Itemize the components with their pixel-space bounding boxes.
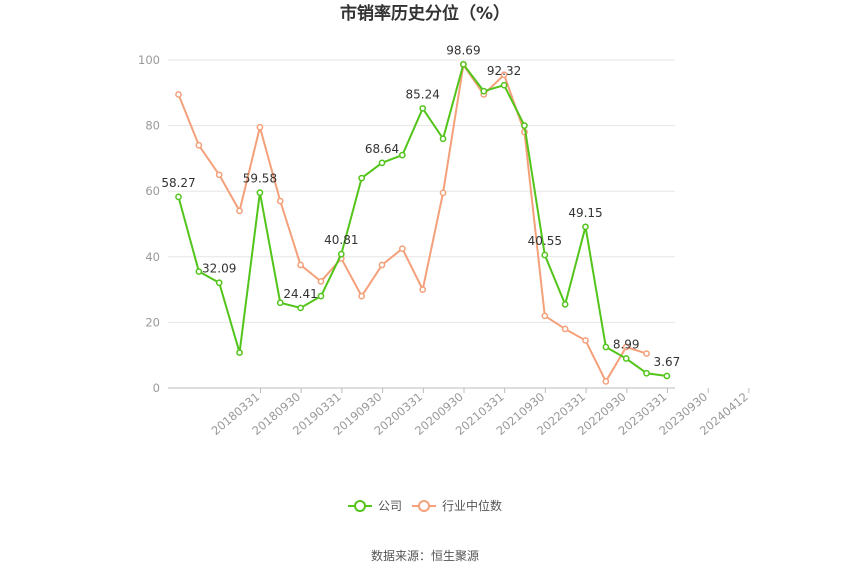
data-point-industry-median [276, 197, 284, 205]
data-point-company [460, 60, 467, 68]
data-point-industry-median [622, 343, 630, 351]
y-tick-label: 60 [145, 184, 160, 198]
data-label-company: 32.09 [202, 262, 236, 276]
data-point-company [256, 189, 264, 196]
data-point-company [582, 223, 589, 231]
chart-title: 市销率历史分位（%） [340, 3, 510, 24]
data-point-industry-median [582, 337, 589, 344]
y-tick-label: 80 [145, 119, 160, 133]
data-point-company [643, 369, 650, 377]
data-point-industry-median [175, 91, 182, 98]
data-label-company: 49.15 [568, 206, 602, 220]
data-label-company: 3.67 [654, 355, 681, 369]
legend-label-industry-median: 行业中位数 [442, 498, 502, 513]
y-tick-label: 40 [145, 250, 160, 264]
data-point-industry-median [541, 312, 549, 320]
data-point-industry-median [399, 245, 406, 252]
data-label-company: 40.55 [528, 234, 562, 248]
data-point-industry-median [561, 325, 569, 333]
data-point-industry-median [643, 350, 650, 357]
y-tick-label: 20 [145, 315, 160, 329]
data-point-industry-median [602, 378, 610, 385]
data-point-company [175, 193, 182, 201]
data-point-industry-median [256, 123, 264, 131]
data-point-industry-median [358, 292, 365, 300]
data-point-company [317, 292, 325, 300]
data-point-industry-median [215, 171, 223, 179]
data-point-company [195, 268, 203, 275]
data-point-industry-median [317, 278, 325, 285]
data-point-company [276, 299, 284, 307]
data-point-company [399, 151, 406, 159]
data-point-company [622, 355, 630, 362]
data-label-company: 59.58 [243, 172, 277, 186]
data-label-company: 24.41 [283, 287, 317, 301]
data-label-company: 68.64 [365, 142, 399, 156]
data-point-company [378, 159, 386, 167]
data-label-company: 40.81 [324, 233, 358, 247]
legend-item-company[interactable]: 公司 [348, 499, 402, 513]
legend-marker-company [354, 500, 366, 512]
source-note: 数据来源：恒生聚源 [371, 548, 479, 563]
data-label-company: 98.69 [446, 43, 480, 57]
data-point-industry-median [236, 207, 243, 215]
data-point-company [541, 251, 549, 259]
data-point-company [358, 174, 365, 182]
data-point-company [480, 87, 488, 95]
data-labels: 58.27 32.09 59.58 24.41 40.81 68.64 85.24 98.69… [161, 43, 680, 369]
data-label-company: 58.27 [161, 176, 195, 190]
legend: 公司 行业中位数 [348, 498, 502, 513]
series-layer [175, 60, 671, 385]
data-point-industry-median [500, 71, 508, 79]
data-point-industry-median [297, 261, 304, 269]
data-label-company: 8.99 [613, 338, 640, 352]
series-line-industry-median [177, 63, 647, 383]
legend-item-industry-median[interactable]: 行业中位数 [412, 498, 502, 513]
axes: 0204060801002018033120180930201903312019… [138, 53, 751, 438]
data-point-industry-median [195, 141, 203, 149]
data-point-industry-median [419, 286, 427, 293]
data-point-company [663, 372, 671, 380]
data-label-company: 85.24 [406, 87, 440, 101]
y-tick-label: 0 [153, 381, 160, 395]
data-point-company [419, 105, 427, 112]
data-point-company [236, 349, 243, 356]
y-tick-label: 100 [138, 53, 160, 67]
data-point-company [215, 279, 223, 287]
data-point-company [602, 343, 610, 351]
data-point-company [500, 81, 508, 89]
legend-marker-industry-median [418, 500, 430, 512]
data-point-industry-median [439, 189, 447, 197]
data-point-company [337, 250, 345, 258]
data-point-company [521, 122, 528, 129]
data-label-company: 92.32 [487, 64, 521, 78]
data-point-company [561, 301, 569, 308]
data-point-company [439, 135, 447, 143]
data-point-company [297, 304, 304, 312]
legend-label-company: 公司 [378, 499, 402, 513]
data-point-industry-median [378, 261, 386, 269]
